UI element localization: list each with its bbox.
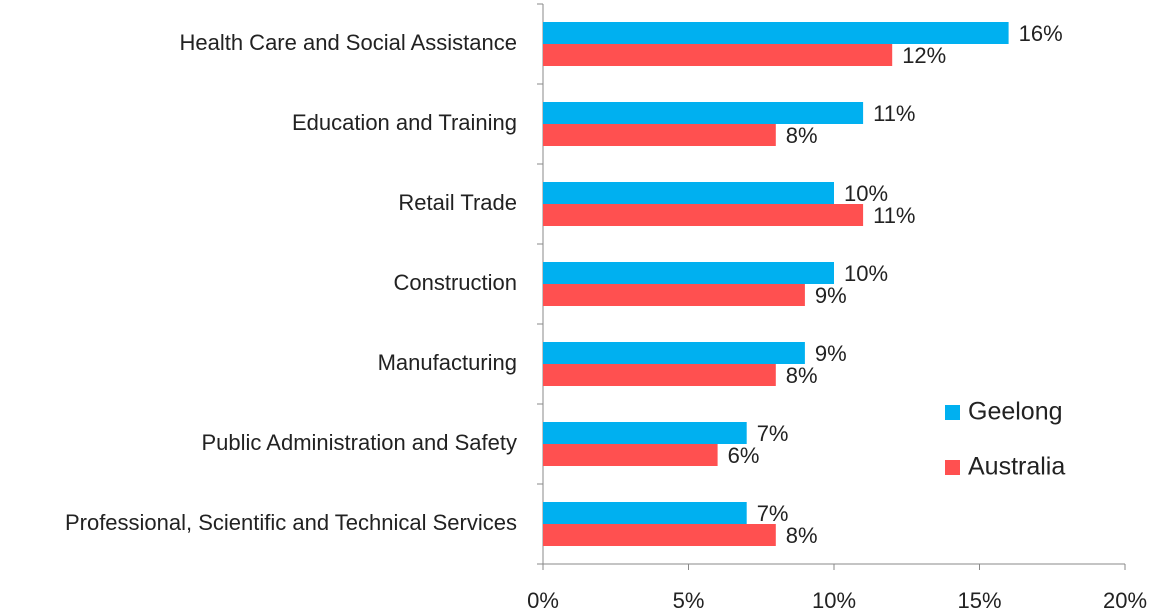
bar [543, 102, 864, 124]
bar [543, 444, 718, 466]
value-label: 8% [786, 363, 818, 388]
y-tick-label: Construction [393, 270, 517, 295]
value-label: 6% [728, 443, 760, 468]
value-label: 7% [757, 501, 789, 526]
bar [543, 22, 1009, 44]
y-tick-label: Retail Trade [398, 190, 517, 215]
legend-label: Geelong [968, 398, 1063, 426]
bar [543, 124, 776, 146]
y-tick-label: Education and Training [292, 110, 517, 135]
bar [543, 502, 747, 524]
bar [543, 422, 747, 444]
value-label: 8% [786, 523, 818, 548]
value-label: 11% [873, 101, 915, 126]
value-label: 7% [757, 421, 789, 446]
y-tick-label: Manufacturing [378, 350, 517, 375]
x-tick-label: 5% [673, 588, 705, 611]
value-label: 10% [844, 261, 888, 286]
y-tick-label: Professional, Scientific and Technical S… [65, 510, 517, 535]
value-label: 16% [1019, 21, 1063, 46]
x-tick-label: 0% [527, 588, 559, 611]
bar [543, 182, 834, 204]
legend-label: Australia [968, 453, 1065, 481]
bar [543, 342, 805, 364]
y-tick-label: Health Care and Social Assistance [179, 30, 517, 55]
value-label: 12% [902, 43, 946, 68]
bar [543, 44, 893, 66]
value-label: 10% [844, 181, 888, 206]
bar [543, 204, 864, 226]
y-tick-label: Public Administration and Safety [201, 430, 517, 455]
x-tick-label: 10% [812, 588, 856, 611]
bar [543, 364, 776, 386]
bar [543, 284, 805, 306]
legend-swatch [945, 460, 960, 475]
legend-swatch [945, 405, 960, 420]
x-tick-label: 15% [957, 588, 1001, 611]
value-label: 9% [815, 283, 847, 308]
value-label: 11% [873, 203, 915, 228]
bar [543, 262, 834, 284]
x-tick-label: 20% [1103, 588, 1147, 611]
bar [543, 524, 776, 546]
value-label: 8% [786, 123, 818, 148]
value-label: 9% [815, 341, 847, 366]
